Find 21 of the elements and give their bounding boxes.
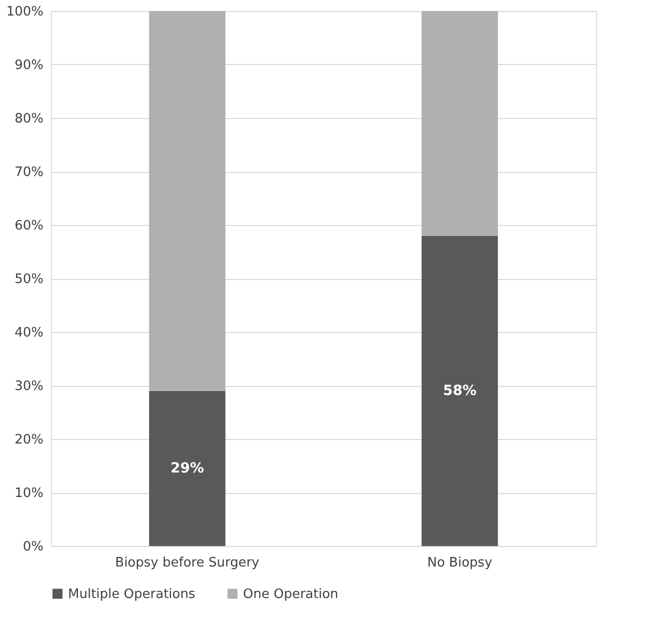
y-tick-label: 40% <box>14 326 44 340</box>
legend-label: Multiple Operations <box>68 586 196 602</box>
y-tick-label: 60% <box>14 218 44 234</box>
bar <box>149 390 226 546</box>
data-label: 29% <box>170 460 204 476</box>
data-label: 58% <box>442 382 477 399</box>
y-tick-label: 100% <box>6 4 44 20</box>
bar <box>149 11 226 391</box>
y-tick-label: 50% <box>14 272 44 287</box>
bar <box>422 236 498 546</box>
bar <box>422 11 498 236</box>
x-tick-label: Biopsy before Surgery <box>115 556 260 570</box>
y-tick-label: 90% <box>14 58 44 73</box>
legend-label: One Operation <box>243 586 338 602</box>
y-tick-label: 20% <box>14 432 44 448</box>
y-tick-label: 70% <box>14 165 44 180</box>
x-tick-label: No Biopsy <box>427 556 493 570</box>
y-tick-label: 0% <box>22 540 44 554</box>
y-tick-label: 10% <box>14 486 44 501</box>
y-tick-label: 80% <box>14 112 44 126</box>
y-tick-label: 30% <box>14 379 44 394</box>
